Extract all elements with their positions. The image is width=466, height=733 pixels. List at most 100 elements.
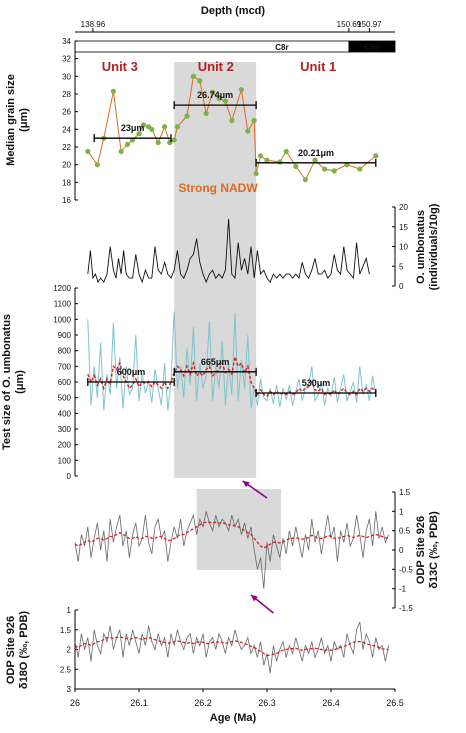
trend-arrow-head [251, 595, 258, 602]
chron-label: C9n [364, 43, 379, 52]
chron-bar [348, 40, 396, 53]
grain-size-y-tick-label: 18 [62, 178, 71, 187]
test-size-y-label: Test size of O. umbonatus(μm) [1, 314, 26, 450]
abundance-y-label: O. umbonatus(individuals/10g) [415, 203, 440, 290]
test-size-y-tick-label: 900 [58, 331, 72, 340]
grain-size-point [373, 153, 379, 159]
grain-size-point [174, 124, 180, 130]
d13c-y-tick-label: -0.5 [399, 565, 413, 574]
shaded-interval [196, 489, 282, 570]
grain-size-point [357, 166, 363, 172]
test-size-y-tick-label: 300 [58, 425, 72, 434]
grain-size-point [322, 166, 328, 172]
grain-size-mean-label: 26.74μm [197, 90, 233, 100]
grain-size-point [229, 117, 235, 124]
grain-size-point [140, 122, 147, 128]
d13c-y-label: ODP Site 926δ13C (‰, PDB) [415, 511, 440, 589]
grain-size-y-tick-label: 34 [62, 37, 71, 46]
grain-size-y-label: Median grain size(μm) [5, 74, 30, 166]
grain-size-point [302, 177, 308, 183]
d18o-y-label: ODP Site 926δ18O (‰, PDB) [5, 611, 30, 690]
x-tick-label: 26.5 [386, 698, 404, 708]
grain-size-point [118, 148, 124, 155]
grain-size-y-tick-label: 28 [62, 90, 71, 99]
grain-size-point [197, 78, 203, 84]
grain-size-y-tick-label: 24 [62, 125, 71, 134]
grain-size-point [155, 139, 161, 146]
grain-size-y-tick-label: 32 [62, 55, 71, 64]
grain-size-point [216, 95, 222, 102]
grain-size-point [277, 159, 283, 165]
shading-layer [174, 62, 282, 570]
x-tick-label: 26 [70, 698, 80, 708]
x-axis: Age (Ma) 26 26.1 26.2 26.3 26.4 26.5 [70, 688, 404, 724]
d18o-y-tick-label: 1.5 [60, 626, 72, 635]
grain-size-point [124, 141, 131, 147]
d18o-y-tick-label: 1 [67, 606, 72, 615]
abundance-y-tick-label: 5 [399, 262, 404, 271]
d13c-smooth [74, 521, 389, 549]
d18o-y-tick-label: 2 [67, 646, 72, 655]
test-size-y-tick-label: 1100 [54, 300, 72, 309]
grain-size-point [210, 89, 216, 95]
grain-size-point [203, 110, 209, 117]
grain-size-y-tick-label: 30 [62, 72, 71, 81]
depth-axis-title: Depth (mcd) [201, 5, 266, 17]
grain-size-point [222, 98, 228, 104]
depth-tick-label: 138.96 [81, 20, 106, 29]
x-tick-label: 26.2 [194, 698, 212, 708]
test-size-line [87, 311, 377, 411]
grain-size-point [171, 137, 177, 143]
grain-size-point [184, 113, 190, 119]
test-size-mean-label: 530μm [302, 378, 331, 388]
panel-labels: Unit 3 Unit 2 Unit 1 Strong NADW [102, 59, 337, 195]
test-size-y-tick-label: 700 [58, 362, 72, 371]
test-size-y-tick-label: 400 [58, 409, 72, 418]
x-axis-label: Age (Ma) [210, 712, 257, 724]
test-size-y-tick-label: 500 [58, 394, 72, 403]
d13c-line [74, 511, 389, 589]
grain-size-point [162, 124, 168, 130]
d13c-y-tick-label: 1.5 [399, 488, 411, 497]
d18o-y-tick-label: 3 [67, 685, 72, 694]
test-size-y-tick-label: 100 [58, 456, 72, 465]
test-size-y-tick-label: 0 [67, 472, 72, 481]
unit-1-label: Unit 1 [300, 59, 336, 74]
trend-arrow-head [242, 481, 250, 488]
grain-size-point [85, 148, 91, 155]
grain-size-mean-label: 23μm [121, 123, 145, 133]
grain-size-point [238, 86, 244, 93]
depth-tick-label: 150.97 [357, 20, 382, 29]
grain-size-point [253, 170, 259, 177]
grain-size-y-tick-label: 26 [62, 108, 71, 117]
grain-size-mean-label: 20.21μm [298, 148, 334, 158]
x-tick-label: 26.1 [130, 698, 148, 708]
grain-size-point [264, 157, 270, 163]
grain-size-point [110, 88, 116, 94]
abundance-y-tick-label: 20 [399, 203, 408, 212]
x-tick-label: 26.3 [258, 698, 276, 708]
d13c-y-tick-label: -1.5 [399, 604, 413, 613]
test-size-y-tick-label: 200 [58, 441, 72, 450]
grain-size-point [312, 157, 318, 163]
grain-size-point [245, 128, 251, 134]
x-tick-label: 26.4 [322, 698, 340, 708]
test-size-mean-label: 665μm [201, 357, 230, 367]
test-size-mean-label: 600μm [117, 367, 146, 377]
grain-size-y-tick-label: 20 [62, 161, 71, 170]
test-size-y-tick-label: 600 [58, 378, 72, 387]
d13c-y-tick-label: 0.5 [399, 527, 411, 536]
grain-size-line [87, 75, 377, 181]
chron-label: C8r [275, 43, 288, 52]
unit-3-label: Unit 3 [102, 59, 138, 74]
grain-size-point [149, 126, 155, 132]
chron-bar [74, 40, 350, 53]
grain-size-point [94, 162, 100, 168]
d18o-line [74, 621, 389, 674]
d13c-y-tick-label: 0 [399, 546, 404, 555]
grain-size-point [283, 148, 289, 155]
d13c-y-tick-label: 1 [399, 507, 404, 516]
abundance-line [87, 218, 370, 284]
abundance-y-tick-label: 15 [399, 223, 408, 232]
